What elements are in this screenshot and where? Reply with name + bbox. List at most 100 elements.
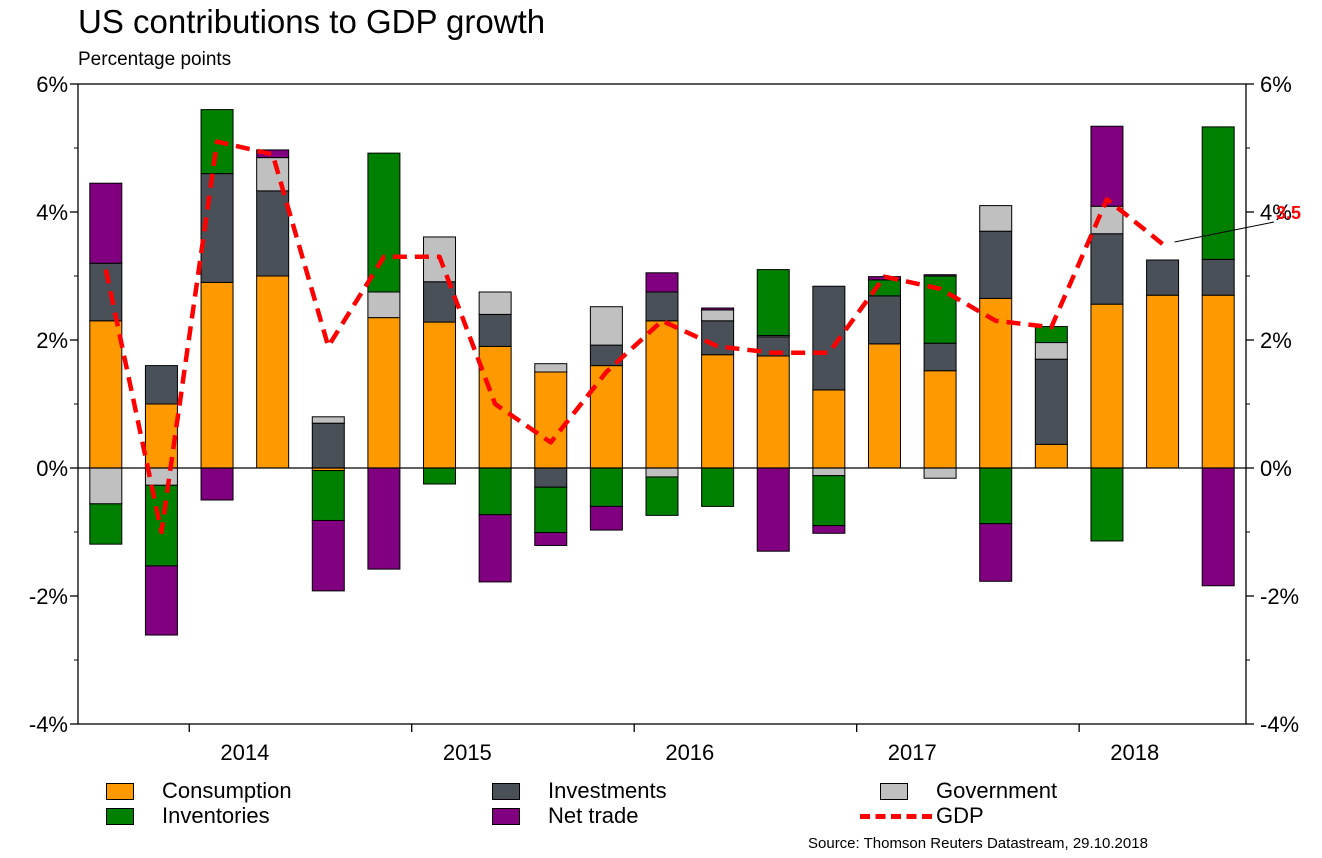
bar-inventories	[89, 503, 123, 545]
bar-consumption	[979, 297, 1013, 469]
bar-government	[923, 467, 957, 479]
bar-consumption	[923, 370, 957, 469]
bar-consumption	[867, 343, 901, 469]
bar-inventories	[756, 269, 790, 337]
bar-consumption	[89, 320, 123, 469]
bar-net-trade	[200, 467, 234, 501]
bar-consumption	[701, 354, 735, 469]
bar-inventories	[1090, 467, 1124, 542]
chart-canvas: -4% -4% -2% -2% 0% 0% 2% 2% 4% 4% 6% 6% 2014 2015 2016…	[29, 72, 1301, 765]
legend-item-investments: Investments	[492, 779, 667, 803]
legend-item-gdp: GDP	[860, 803, 984, 828]
bar-consumption	[589, 365, 623, 469]
x-tick-label: 2018	[1110, 740, 1159, 765]
bar-inventories	[1201, 126, 1235, 260]
bar-government	[645, 467, 679, 478]
bar-consumption	[534, 371, 568, 469]
y-tick-label-left: -4%	[29, 712, 68, 737]
y-tick-label-left: 6%	[36, 72, 68, 97]
bar-inventories	[478, 467, 512, 516]
bar-net-trade	[89, 182, 123, 264]
bar-net-trade	[589, 505, 623, 531]
bar-government	[812, 467, 846, 477]
bar-net-trade	[645, 272, 679, 293]
legend-item-government: Government	[880, 779, 1057, 803]
bar-consumption	[367, 317, 401, 469]
bar-inventories	[311, 470, 345, 521]
chart-title: US contributions to GDP growth	[78, 3, 546, 40]
bar-government	[311, 416, 345, 424]
legend-swatch-government	[880, 782, 908, 800]
bar-net-trade	[756, 467, 790, 552]
bar-government	[534, 363, 568, 373]
legend-item-net-trade: Net trade	[492, 804, 639, 828]
bar-inventories	[200, 109, 234, 175]
chart-subtitle: Percentage points	[78, 49, 232, 70]
y-tick-label-left: -2%	[29, 584, 68, 609]
annotation-label: 3.5	[1276, 203, 1301, 223]
bar-consumption	[812, 389, 846, 469]
bar-government	[367, 291, 401, 319]
bar-net-trade	[256, 149, 290, 159]
y-tick-label-right: 4%	[1260, 200, 1292, 225]
bar-investments	[867, 295, 901, 345]
legend-item-inventories: Inventories	[106, 804, 270, 828]
source-note: Source: Thomson Reuters Datastream, 29.1…	[808, 835, 1148, 852]
bar-net-trade	[1201, 467, 1235, 587]
legend-label-net-trade: Net trade	[548, 803, 639, 828]
bar-consumption	[256, 275, 290, 469]
legend-swatch-inventories	[106, 807, 134, 825]
y-tick-label-right: 2%	[1260, 328, 1292, 353]
legend-label-inventories: Inventories	[162, 803, 270, 828]
legend-label-government: Government	[936, 778, 1058, 803]
bar-government	[979, 205, 1013, 232]
bar-government	[89, 467, 123, 505]
bar-government	[423, 236, 457, 283]
legend-swatch-consumption	[106, 782, 134, 800]
bar-net-trade	[923, 274, 957, 277]
bar-investments	[144, 365, 178, 405]
bar-consumption	[478, 345, 512, 469]
bar-government	[1034, 342, 1068, 360]
bar-investments	[923, 342, 957, 372]
y-tick-label-left: 4%	[36, 200, 68, 225]
bar-net-trade	[144, 565, 178, 636]
bar-inventories	[979, 467, 1013, 525]
legend-swatch-gdp	[860, 813, 932, 819]
bar-government	[478, 291, 512, 315]
bar-investments	[311, 422, 345, 469]
bar-investments	[1146, 259, 1180, 296]
bar-net-trade	[311, 519, 345, 592]
bar-net-trade	[1090, 125, 1124, 207]
bar-government	[589, 306, 623, 346]
bar-investments	[534, 467, 568, 488]
bar-net-trade	[812, 525, 846, 534]
bar-consumption	[423, 321, 457, 469]
legend-item-consumption: Consumption	[106, 779, 292, 803]
y-tick-label-right: 6%	[1260, 72, 1292, 97]
y-tick-label-left: 0%	[36, 456, 68, 481]
y-tick-label-right: -4%	[1260, 712, 1299, 737]
y-tick-label-right: 0%	[1260, 456, 1292, 481]
y-tick-label-right: -2%	[1260, 584, 1299, 609]
x-tick-label: 2017	[888, 740, 937, 765]
bar-inventories	[423, 467, 457, 485]
bar-consumption	[1201, 294, 1235, 469]
bar-investments	[478, 313, 512, 347]
bar-net-trade	[478, 514, 512, 583]
legend-label-gdp: GDP	[936, 803, 984, 828]
bar-net-trade	[367, 467, 401, 570]
bar-investments	[979, 230, 1013, 299]
bar-investments	[1201, 258, 1235, 296]
bar-net-trade	[701, 307, 735, 311]
bar-consumption	[1090, 303, 1124, 469]
bar-consumption	[200, 281, 234, 469]
bar-net-trade	[979, 523, 1013, 582]
x-tick-label: 2015	[443, 740, 492, 765]
annotation-leader	[1174, 221, 1275, 243]
bar-consumption	[1034, 443, 1068, 469]
bar-government	[701, 309, 735, 322]
bar-investments	[1034, 358, 1068, 445]
bar-investments	[423, 281, 457, 323]
